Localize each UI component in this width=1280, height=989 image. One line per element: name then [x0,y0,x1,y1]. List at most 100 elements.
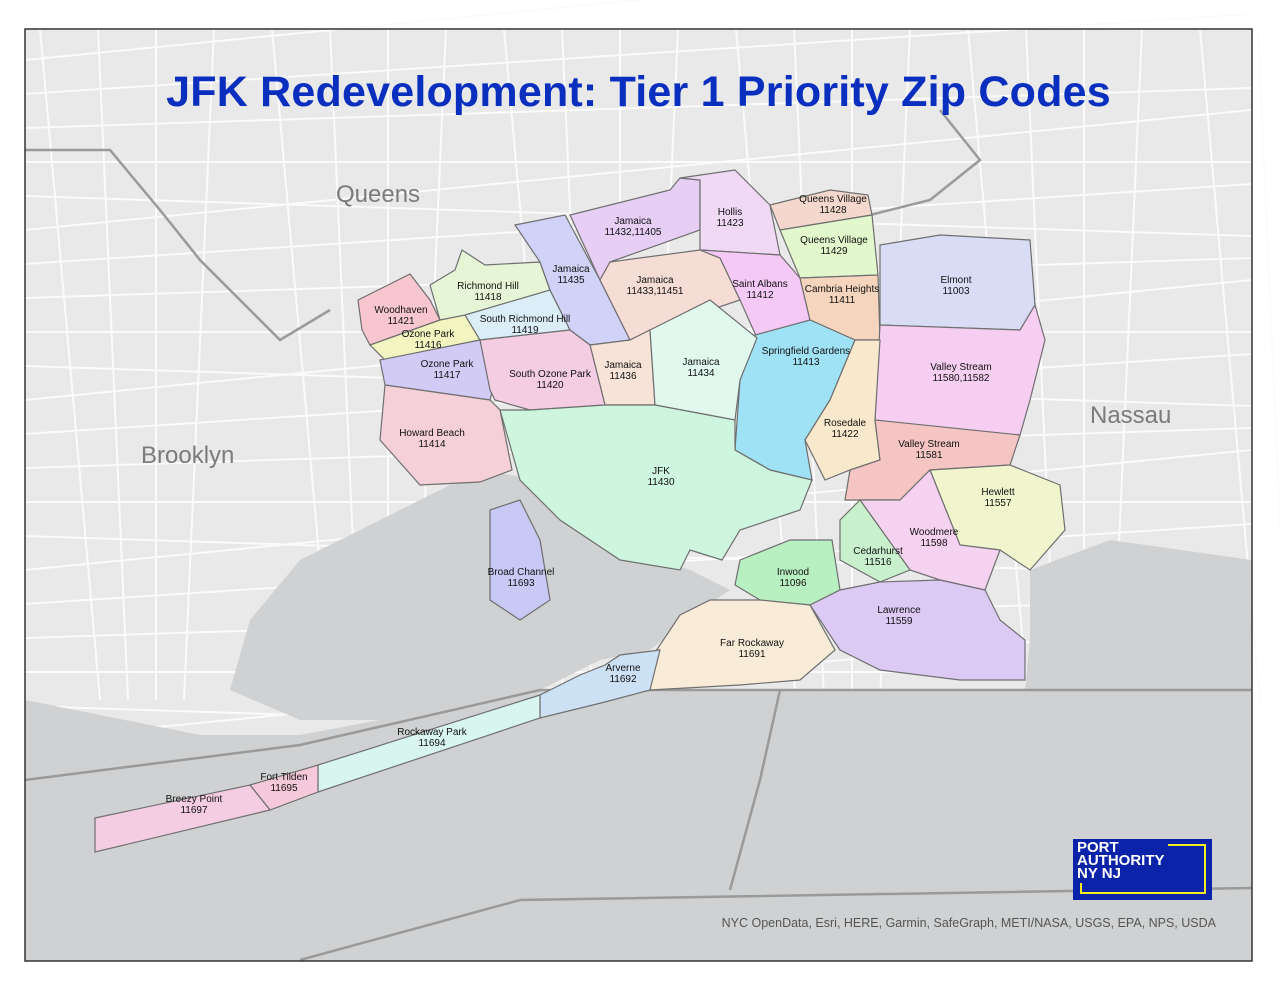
zip-zone-11516 [839,499,911,583]
zone-zip: 11421 [387,316,415,327]
zone-name: Cedarhurst [853,546,903,557]
zip-label-11691: Far Rockaway 11691 [720,638,784,660]
zip-zone-11430 [499,404,813,571]
zone-zip: 11694 [418,738,446,749]
zone-name: Springfield Gardens [762,346,850,357]
zone-zip: 11692 [609,674,637,685]
zip-zone-11693 [489,499,551,621]
zone-zip: 11430 [647,477,675,488]
zone-zip: 11416 [414,340,442,351]
zone-name: Jamaica [614,216,652,227]
jamaica-bay [230,470,730,720]
logo-line-3: NY NJ [1077,865,1121,882]
street [183,28,215,701]
zip-label-11435: Jamaica 11435 [552,264,590,286]
zone-name: Hewlett [981,487,1015,498]
zip-zones [94,169,1066,853]
zone-name: Woodhaven [374,305,427,316]
zip-label-11003: Elmont 11003 [940,275,971,297]
zip-labels: Woodhaven 11421 Richmond Hill 11418 Ozone Pa… [166,194,1015,816]
zip-label-11411: Cambria Heights 11411 [805,284,879,306]
zip-label-11430: JFK 11430 [647,466,675,488]
region-label-brooklyn: Brooklyn [141,442,235,469]
zip-zone-11559 [809,579,1026,681]
region-label-nassau: Nassau [1090,402,1172,429]
street [24,13,1253,95]
zone-zip: 11580,11582 [933,373,990,384]
zone-name: Jamaica [552,264,590,275]
region-label-queens: Queens [336,181,421,208]
zone-zip: 11435 [557,275,585,286]
zone-name: Lawrence [877,605,921,616]
zone-name: Woodmere [910,527,959,538]
street [1257,28,1280,544]
zip-label-11422: Rosedale 11422 [824,418,867,440]
zone-name: Rockaway Park [397,727,467,738]
zone-zip: 11411 [829,295,856,306]
zone-name: Cambria Heights [805,284,879,295]
zone-name: Elmont [940,275,971,286]
zip-label-11096: Inwood 11096 [777,567,809,589]
zone-name: Valley Stream [930,362,992,373]
zone-name: Queens Village [799,194,867,205]
zip-zone-11428 [769,189,873,231]
zone-name: Far Rockaway [720,638,784,649]
zip-label-11413: Springfield Gardens 11413 [762,346,850,368]
zip-label-11412: Saint Albans 11412 [732,279,788,301]
zone-zip: 11420 [536,380,564,391]
zone-name: Jamaica [636,275,674,286]
zone-zip: 11428 [819,205,847,216]
zip-label-11581: Valley Stream 11581 [898,439,960,461]
zip-zone-11413 [734,319,856,481]
zone-name: Arverne [605,663,640,674]
zip-label-11695: Fort Tilden 11695 [260,772,307,794]
zone-zip: 11419 [511,325,539,336]
zone-name: Rosedale [824,418,867,429]
zip-label-11694: Rockaway Park 11694 [397,727,467,749]
zip-label-11416: Ozone Park 11416 [402,329,456,351]
zone-zip: 11432,11405 [605,227,662,238]
zone-zip: 11693 [507,578,535,589]
zip-label-11434: Jamaica 11434 [682,357,720,379]
zone-name: Howard Beach [399,428,465,439]
east-bay [1025,540,1252,690]
zip-zone-11697 [94,784,272,853]
zone-zip: 11096 [779,578,807,589]
zone-zip: 11412 [746,290,774,301]
zone-zip: 11581 [915,450,943,461]
zone-name: South Ozone Park [509,369,592,380]
highways [24,109,1253,962]
zone-zip: 11691 [738,649,766,660]
zip-label-11419: South Richmond Hill 11419 [480,314,571,336]
street [97,28,129,701]
zone-zip: 11436 [609,371,637,382]
zip-label-11432-11405: Jamaica 11432,11405 [605,216,662,238]
zip-label-11693: Broad Channel 11693 [488,567,555,589]
zone-name: Hollis [718,207,742,218]
zone-zip: 11697 [180,805,208,816]
zip-label-11428: Queens Village 11428 [799,194,867,216]
zone-name: Fort Tilden [260,772,307,783]
map-frame [24,28,1253,962]
zone-zip: 11598 [920,538,948,549]
logo-line-1: PORT [1077,839,1119,856]
logo-text: PORT AUTHORITY NY NJ [1077,839,1168,883]
zip-zone-11598 [858,468,1001,591]
zone-name: Valley Stream [898,439,960,450]
zone-name: Queens Village [800,235,868,246]
zone-zip: 11434 [687,368,715,379]
zone-name: Jamaica [604,360,642,371]
street [24,0,649,61]
street [24,109,1253,231]
map-title: JFK Redevelopment: Tier 1 Priority Zip C… [166,68,1111,116]
logo-line-2: AUTHORITY [1077,852,1165,869]
zone-name: Saint Albans [732,279,788,290]
zone-zip: 11429 [820,246,848,257]
zone-name: Inwood [777,567,809,578]
zone-zip: 11423 [716,218,744,229]
zone-zip: 11433,11451 [627,286,684,297]
zip-label-11420: South Ozone Park 11420 [509,369,592,391]
zip-label-11421: Woodhaven 11421 [374,305,427,327]
zip-label-11580-11582: Valley Stream 11580,11582 [930,362,992,384]
